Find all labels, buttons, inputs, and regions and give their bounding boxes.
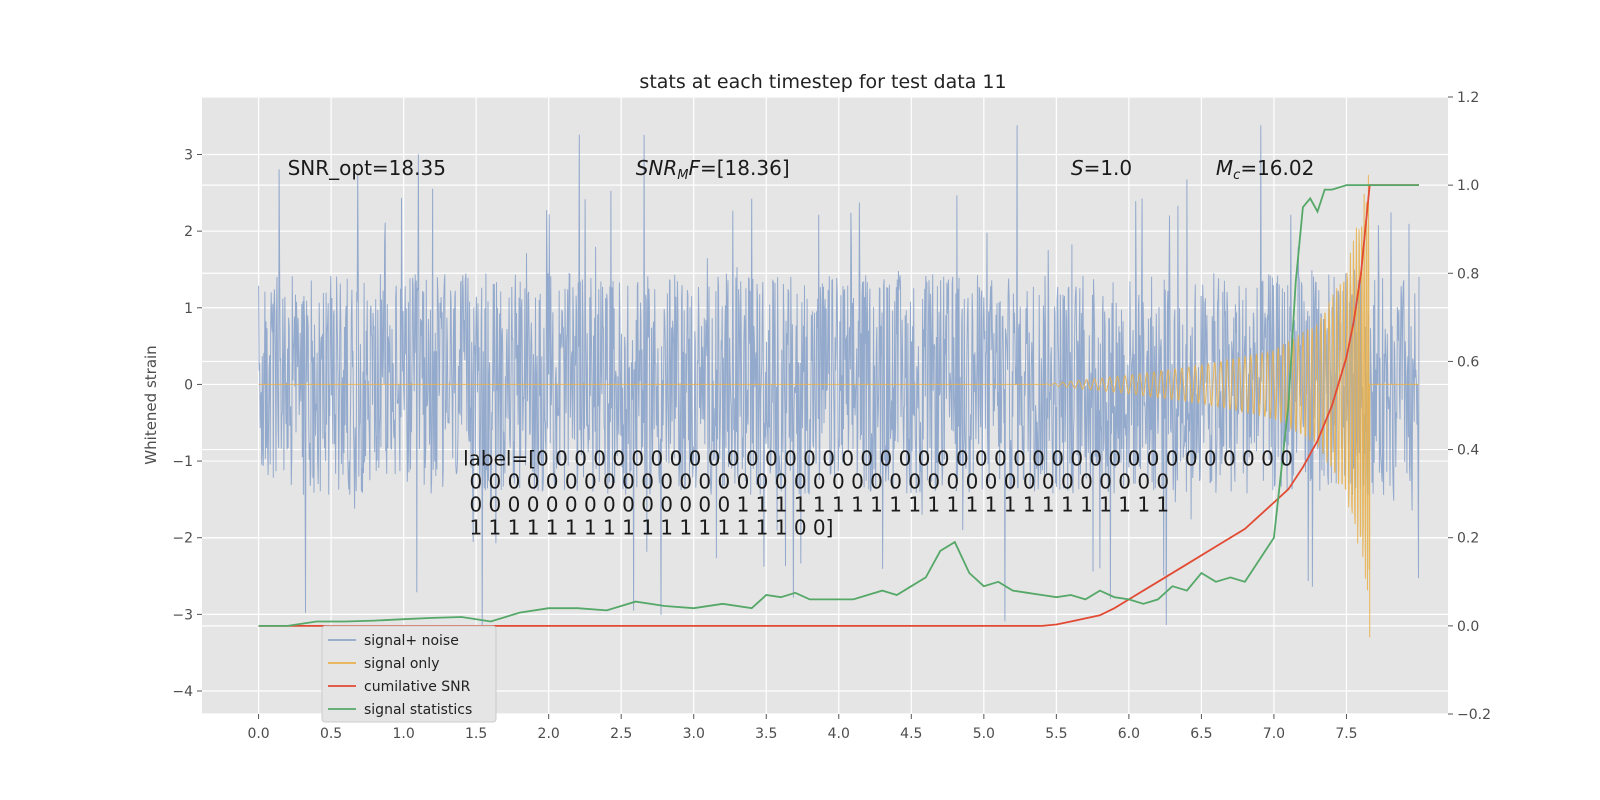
x-tick-label: 7.0	[1263, 726, 1285, 742]
y-tick-label: −3	[172, 607, 193, 623]
series-cumulative-snr	[258, 184, 1419, 627]
label-text-line: label=[0 0 0 0 0 0 0 0 0 0 0 0 0 0 0 0 0…	[463, 447, 1293, 471]
axes-layer: 0.0 0.5 1.0 1.5 2.0 2.5 3.0 3.5 4.0 4.5 5.0 5.5 6.0 6…	[172, 90, 1491, 742]
y-tick-label: −1	[172, 454, 193, 470]
y-right-tick-label: 1.2	[1457, 90, 1479, 106]
legend-label: signal statistics	[364, 702, 472, 718]
legend: signal+ noise signal only cumilative SNR si…	[321, 625, 497, 723]
x-tick-label: 6.0	[1118, 726, 1140, 742]
y-right-tick-label: 0.6	[1457, 354, 1479, 370]
y-tick-label: −4	[172, 684, 193, 700]
y-axis-label: Whitened strain	[142, 345, 160, 464]
y-right-tick-label: 1.0	[1457, 178, 1479, 194]
x-tick-label: 5.0	[973, 726, 995, 742]
annotation-s: S=1.0	[1071, 156, 1132, 180]
label-text-line: 0 0 0 0 0 0 0 0 0 0 0 0 0 0 1 1 1 1 1 1 …	[463, 493, 1169, 517]
x-tick-label: 0.0	[247, 726, 269, 742]
x-tick-label: 2.5	[610, 726, 632, 742]
label-text-line: 0 0 0 0 0 0 0 0 0 0 0 0 0 0 0 0 0 0 0 0 …	[463, 470, 1169, 494]
x-tick-label: 5.5	[1045, 726, 1067, 742]
x-tick-label: 4.5	[900, 726, 922, 742]
legend-label: cumilative SNR	[364, 679, 471, 695]
label-text-line: 1 1 1 1 1 1 1 1 1 1 1 1 1 1 1 1 1 0 0]	[463, 516, 833, 540]
y-tick-label: 1	[184, 301, 193, 317]
series-layer	[258, 125, 1420, 638]
x-tick-label: 0.5	[320, 726, 342, 742]
annotation-snr-mf: SNRMF=[18.36]	[636, 156, 790, 183]
annotation-layer: SNR_opt=18.35 SNRMF=[18.36] S=1.0 Mc=16.02 l…	[288, 156, 1315, 539]
y-tick-label: 3	[184, 147, 193, 163]
x-tick-label: 3.5	[755, 726, 777, 742]
chart-title: stats at each timestep for test data 11	[639, 71, 1006, 93]
legend-label: signal only	[364, 656, 439, 672]
y-right-tick-label: 0.0	[1457, 619, 1479, 635]
y-right-tick-label: 0.2	[1457, 531, 1479, 547]
y-right-tick-label: 0.8	[1457, 266, 1479, 282]
legend-box	[321, 625, 497, 723]
annotation-snr-opt: SNR_opt=18.35	[288, 156, 446, 180]
x-tick-label: 2.0	[538, 726, 560, 742]
annotation-mc: Mc=16.02	[1216, 156, 1314, 183]
x-tick-label: 3.0	[683, 726, 705, 742]
series-signal-statistics	[258, 184, 1419, 627]
legend-label: signal+ noise	[364, 633, 459, 649]
y-right-tick-label: 0.4	[1457, 443, 1479, 459]
y-tick-label: −2	[172, 531, 193, 547]
x-tick-label: 7.5	[1335, 726, 1357, 742]
x-tick-label: 6.5	[1190, 726, 1212, 742]
series-signal-noise	[258, 125, 1420, 634]
x-tick-label: 4.0	[828, 726, 850, 742]
series-signal-only	[258, 174, 1419, 638]
y-tick-label: 2	[184, 224, 193, 240]
x-tick-label: 1.0	[392, 726, 414, 742]
y-tick-label: 0	[184, 377, 193, 393]
x-tick-label: 1.5	[465, 726, 487, 742]
y-right-tick-label: −0.2	[1457, 707, 1491, 723]
